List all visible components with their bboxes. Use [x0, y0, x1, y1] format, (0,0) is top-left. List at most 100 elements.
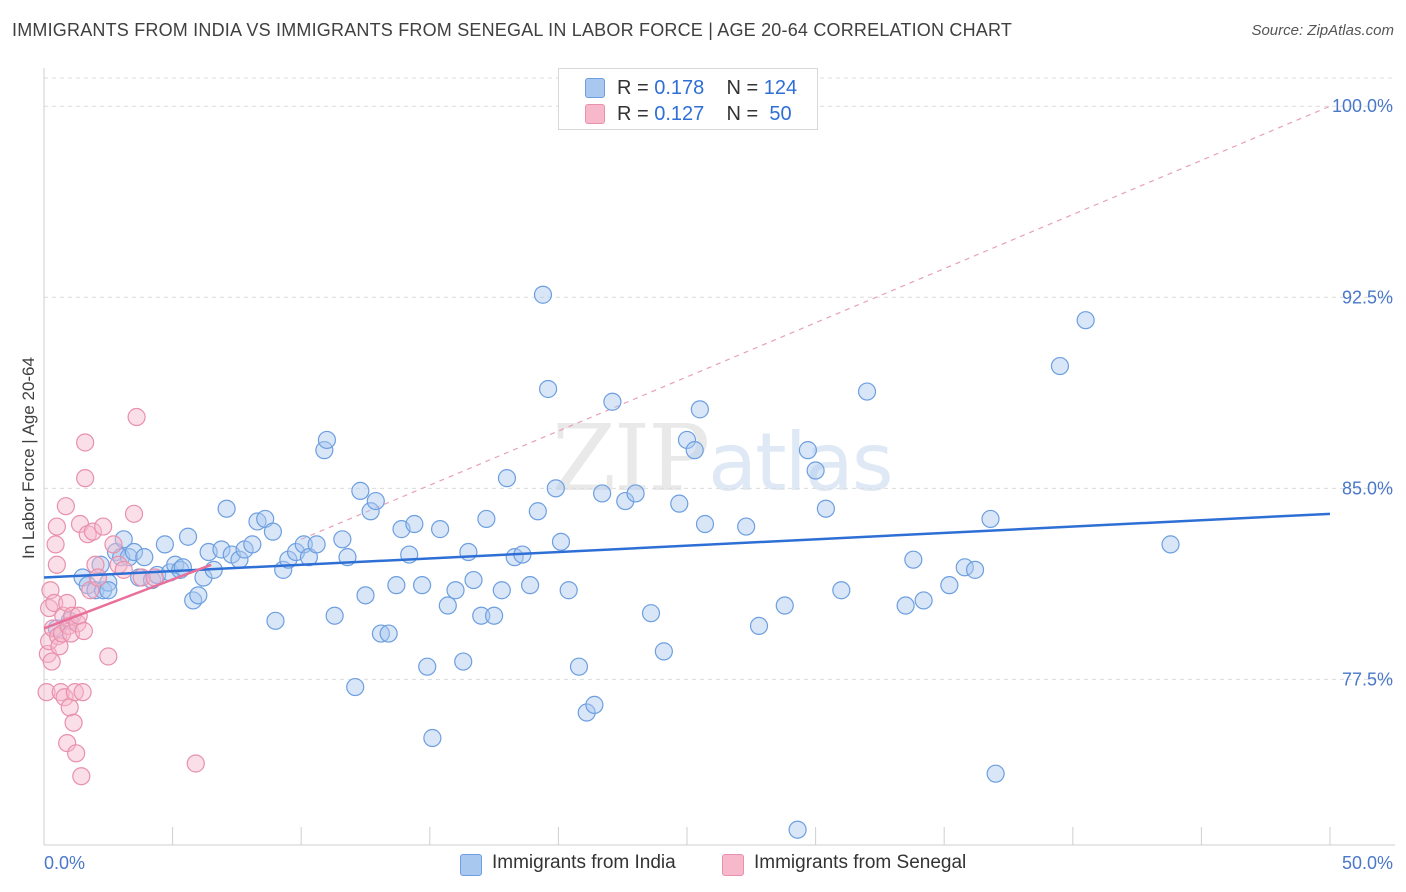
y-tick-label: 77.5%	[1342, 669, 1393, 689]
india-swatch	[585, 78, 605, 98]
correlation-legend: R = 0.178 N = 124 R = 0.127 N = 50	[558, 68, 818, 130]
india-point	[539, 379, 558, 399]
india-point	[351, 481, 370, 500]
senegal-point	[64, 713, 83, 732]
r-label: R =	[617, 103, 655, 125]
y-tick-label: 100.0%	[1332, 96, 1393, 116]
india-point	[346, 677, 365, 697]
india-point	[333, 530, 352, 549]
india-point	[497, 469, 517, 488]
india-legend-label: Immigrants from India	[492, 852, 676, 873]
india-point	[189, 586, 208, 605]
india-point	[940, 576, 959, 595]
india-point	[528, 502, 547, 521]
india-point	[412, 576, 432, 595]
senegal-point	[42, 652, 61, 671]
senegal-swatch	[585, 104, 605, 124]
n-label: N =	[726, 103, 764, 125]
senegal-point	[127, 407, 146, 427]
india-point	[749, 616, 769, 636]
chart-title: IMMIGRANTS FROM INDIA VS IMMIGRANTS FROM…	[12, 20, 1013, 40]
x-tick-label-min: 0.0%	[44, 853, 85, 873]
senegal-point	[55, 688, 74, 707]
watermark-atlas: atlas	[708, 416, 893, 509]
n-value: 50	[763, 103, 792, 125]
india-point	[775, 596, 794, 615]
india-point	[423, 728, 442, 748]
senegal-point	[65, 683, 84, 702]
senegal-point	[74, 621, 93, 641]
india-point	[521, 576, 540, 595]
india-point	[603, 392, 622, 411]
senegal-point	[94, 517, 113, 536]
india-point	[798, 441, 817, 460]
india-point	[99, 581, 118, 600]
india-point	[654, 642, 673, 661]
india-point	[178, 527, 198, 546]
india-point	[737, 517, 756, 536]
india-point	[965, 560, 985, 579]
senegal-point	[78, 525, 97, 544]
india-point	[788, 820, 807, 839]
reference-line-path	[300, 105, 1331, 540]
india-point	[806, 461, 825, 480]
india-point	[212, 540, 231, 559]
india-point	[325, 606, 344, 625]
india-point	[279, 550, 298, 569]
india-point	[690, 400, 709, 419]
india-point	[593, 484, 612, 503]
senegal-point	[76, 433, 95, 452]
india-point	[438, 596, 457, 615]
india-point	[472, 606, 491, 625]
india-point	[184, 591, 203, 610]
r-value: 0.178	[654, 77, 705, 99]
senegal-point	[114, 560, 133, 579]
india-points	[47, 285, 1180, 839]
india-trend-line	[43, 512, 1331, 579]
india-point	[114, 530, 133, 549]
senegal-point	[99, 647, 118, 666]
india-point	[616, 491, 635, 511]
r-value: 0.127	[654, 103, 705, 125]
n-value: 124	[763, 77, 798, 99]
y-axis-label: In Labor Force | Age 20-64	[19, 357, 38, 559]
senegal-point	[47, 555, 66, 574]
reference-line	[300, 105, 1331, 540]
india-point	[577, 703, 596, 722]
india-point	[832, 581, 851, 600]
india-point	[585, 695, 604, 714]
india-point	[464, 570, 483, 590]
source-credit: Source: ZipAtlas.com	[1251, 22, 1394, 39]
axes	[43, 68, 1395, 846]
india-point	[317, 430, 337, 450]
india-point	[559, 581, 578, 600]
tick-labels: 77.5% 85.0% 92.5% 100.0% 0.0% 50.0% In Labor F…	[19, 96, 1393, 873]
senegal-points	[37, 407, 205, 786]
senegal-point	[88, 568, 108, 587]
senegal-point	[45, 593, 64, 613]
india-point	[904, 550, 923, 569]
india-point	[379, 624, 398, 643]
india-point	[243, 535, 262, 554]
india-point	[477, 509, 496, 529]
india-point	[366, 491, 385, 511]
senegal-point	[58, 733, 77, 753]
senegal-point	[56, 497, 75, 516]
r-label: R =	[617, 77, 655, 99]
senegal-point	[76, 469, 95, 488]
india-point	[485, 606, 504, 625]
y-tick-label: 92.5%	[1342, 287, 1393, 307]
india-point	[641, 604, 661, 623]
india-point	[430, 520, 450, 539]
india-point	[677, 430, 697, 450]
india-point	[492, 581, 511, 600]
india-point	[454, 652, 473, 671]
india-point	[356, 586, 375, 605]
x-tick-label-max: 50.0%	[1342, 853, 1393, 873]
india-point	[1050, 356, 1070, 376]
india-point	[1076, 311, 1095, 330]
y-tick-label: 85.0%	[1342, 478, 1393, 498]
senegal-swatch	[722, 854, 744, 876]
india-point	[533, 285, 553, 304]
